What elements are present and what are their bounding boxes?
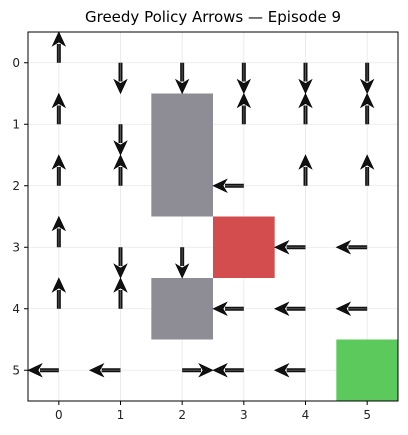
policy-arrow-left xyxy=(212,301,244,316)
policy-arrow-up xyxy=(51,154,67,186)
policy-arrow-down xyxy=(113,247,128,279)
policy-arrow-left xyxy=(335,301,368,316)
y-axis-ticks: 0 1 2 3 4 5 xyxy=(12,56,28,377)
grid-cells xyxy=(151,93,398,401)
policy-arrow-up xyxy=(298,92,313,125)
x-tick-label: 4 xyxy=(302,408,310,422)
policy-arrow-left xyxy=(88,363,121,378)
policy-arrow-right xyxy=(182,363,214,378)
policy-arrows xyxy=(27,31,375,378)
policy-arrow-up xyxy=(359,92,375,125)
y-tick-label: 4 xyxy=(12,302,20,316)
policy-arrow-up xyxy=(113,154,128,186)
wall-cell xyxy=(151,278,213,340)
x-tick-label: 5 xyxy=(363,408,371,422)
chart-title: Greedy Policy Arrows — Episode 9 xyxy=(85,8,341,26)
policy-arrow-down xyxy=(113,62,128,95)
policy-arrow-down xyxy=(174,62,190,95)
x-tick-label: 0 xyxy=(55,408,63,422)
policy-arrow-up xyxy=(51,31,67,63)
policy-arrow-down xyxy=(113,124,128,156)
policy-arrow-left xyxy=(273,240,306,255)
wall-cell xyxy=(151,155,213,217)
goal-cell xyxy=(336,339,398,401)
x-tick-label: 3 xyxy=(240,408,248,422)
policy-arrow-left xyxy=(335,240,368,255)
policy-arrow-left xyxy=(212,178,244,193)
plot-frame xyxy=(27,31,399,402)
policy-arrow-left xyxy=(273,301,306,316)
policy-arrow-down xyxy=(298,62,313,95)
y-tick-label: 0 xyxy=(12,56,20,70)
hazard-cell xyxy=(213,216,275,278)
x-axis-ticks: 0 1 2 3 4 5 xyxy=(55,401,371,422)
policy-arrow-up xyxy=(51,92,67,125)
wall-cell xyxy=(151,93,213,155)
y-tick-label: 1 xyxy=(12,117,20,131)
policy-arrow-left xyxy=(212,363,244,378)
y-tick-label: 2 xyxy=(12,179,20,193)
y-tick-label: 5 xyxy=(12,363,20,377)
policy-arrow-up xyxy=(298,154,313,186)
policy-arrow-up xyxy=(51,277,67,309)
policy-arrow-down xyxy=(359,62,375,95)
policy-arrow-up xyxy=(236,92,252,125)
policy-arrow-left xyxy=(273,363,306,378)
x-tick-label: 1 xyxy=(117,408,125,422)
y-tick-label: 3 xyxy=(12,240,20,254)
policy-arrow-up xyxy=(51,215,67,248)
policy-arrow-up xyxy=(113,277,128,309)
policy-arrow-up xyxy=(359,154,375,186)
policy-arrow-down xyxy=(174,247,190,279)
policy-arrow-left xyxy=(27,363,59,378)
x-tick-label: 2 xyxy=(178,408,186,422)
policy-arrow-down xyxy=(236,62,252,95)
